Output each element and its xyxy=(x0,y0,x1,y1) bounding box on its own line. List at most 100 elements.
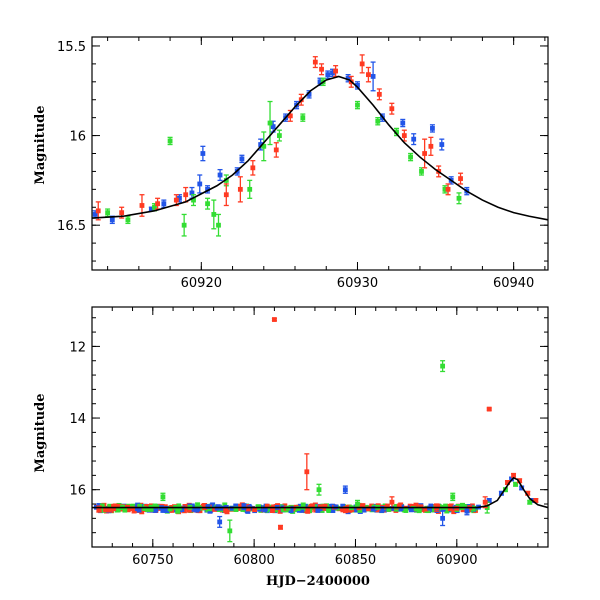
baseline-point xyxy=(122,507,128,513)
plot-frame xyxy=(91,306,549,548)
baseline-point xyxy=(264,503,270,509)
baseline-point xyxy=(470,506,476,512)
baseline-point xyxy=(125,507,131,513)
data-point-series-0 xyxy=(217,168,223,182)
data-point-series-1 xyxy=(354,100,360,110)
data-point-series-2 xyxy=(359,54,365,74)
baseline-point xyxy=(130,506,135,512)
data-point-series-0 xyxy=(429,124,435,133)
baseline-point xyxy=(295,506,301,511)
baseline-point xyxy=(136,507,142,513)
data-point-series-1 xyxy=(440,360,446,373)
baseline-point xyxy=(299,507,305,513)
data-point-series-1 xyxy=(181,213,187,237)
data-point-series-1 xyxy=(442,185,448,194)
baseline-point xyxy=(233,506,239,512)
baseline-point xyxy=(262,507,268,513)
data-point-series-0 xyxy=(239,154,245,164)
baseline-point xyxy=(398,506,404,511)
data-point-series-0 xyxy=(258,138,264,151)
data-point-series-1 xyxy=(450,492,456,502)
data-point-series-2 xyxy=(312,56,318,69)
data-point-series-1 xyxy=(456,192,462,205)
y-tick-label: 16 xyxy=(69,130,86,145)
data-point-series-2 xyxy=(428,136,434,156)
y-tick-label: 15.5 xyxy=(57,40,86,55)
data-point-series-1 xyxy=(300,113,306,122)
data-point-series-1 xyxy=(105,208,111,217)
y-tick-label: 16 xyxy=(69,484,86,499)
baseline-point xyxy=(269,505,275,514)
baseline-point xyxy=(326,506,331,512)
baseline-point xyxy=(233,503,239,509)
data-point-series-0 xyxy=(217,515,223,528)
data-point-series-1 xyxy=(408,152,414,162)
data-point-series-0 xyxy=(161,199,167,208)
baseline-point xyxy=(115,507,121,513)
data-point-series-1 xyxy=(191,194,197,207)
x-tick-label: 60900 xyxy=(436,553,477,568)
top-y-axis-label: Magnitude xyxy=(33,105,48,184)
baseline-point xyxy=(347,507,353,513)
baseline-point xyxy=(152,508,158,513)
data-point-series-1 xyxy=(160,492,166,502)
model-curve xyxy=(92,75,548,221)
baseline-point xyxy=(281,507,286,513)
baseline-point xyxy=(103,507,108,513)
data-point-series-2 xyxy=(95,201,101,221)
baseline-point xyxy=(245,506,251,512)
baseline-point xyxy=(310,503,315,509)
plot-area xyxy=(92,54,548,237)
baseline-point xyxy=(403,508,409,513)
data-point-series-0 xyxy=(205,185,211,194)
data-point-series-2 xyxy=(304,453,310,491)
baseline-point xyxy=(418,504,424,510)
baseline-point xyxy=(142,506,148,512)
baseline-point xyxy=(385,503,390,509)
data-point-series-2 xyxy=(271,317,277,322)
data-point-series-2 xyxy=(422,138,428,169)
baseline-point xyxy=(137,503,143,509)
data-point-series-0 xyxy=(370,61,376,92)
data-point-series-1 xyxy=(211,199,217,230)
data-point-series-0 xyxy=(325,70,331,79)
data-point-series-1 xyxy=(316,483,322,496)
x-tick-label: 60750 xyxy=(132,553,173,568)
baseline-point xyxy=(241,503,247,511)
y-tick-label: 12 xyxy=(69,340,86,355)
y-tick-label: 16.5 xyxy=(57,219,86,234)
data-point-series-1 xyxy=(513,481,519,487)
plot-frame xyxy=(91,36,549,271)
data-point-series-2 xyxy=(273,142,279,158)
baseline-point xyxy=(99,507,105,513)
data-point-series-2 xyxy=(223,183,229,207)
data-point-series-2 xyxy=(277,524,283,530)
data-point-series-0 xyxy=(200,145,206,162)
baseline-point xyxy=(244,504,250,509)
data-point-series-1 xyxy=(125,215,131,225)
data-point-series-0 xyxy=(197,174,203,194)
data-point-series-1 xyxy=(215,213,221,237)
baseline-point xyxy=(354,507,359,513)
baseline-point xyxy=(340,503,346,509)
baseline-point xyxy=(223,508,229,514)
data-point-series-2 xyxy=(365,66,371,83)
baseline-point xyxy=(340,507,346,513)
x-tick-label: 60920 xyxy=(181,276,222,291)
bottom-light-curve-panel: 60750 60800 60850 60900 12 14 16 xyxy=(69,306,549,568)
baseline-point xyxy=(394,503,400,509)
baseline-point xyxy=(99,503,105,509)
baseline-point xyxy=(182,508,187,514)
data-point-series-2 xyxy=(445,183,451,196)
baseline-point xyxy=(186,507,192,513)
baseline-point xyxy=(414,506,420,512)
plot-area xyxy=(92,317,548,543)
data-point-series-1 xyxy=(227,519,233,543)
model-curve xyxy=(92,476,548,509)
baseline-point xyxy=(195,506,201,512)
data-point-series-2 xyxy=(237,176,243,203)
bottom-y-axis-label: Magnitude xyxy=(33,393,48,472)
baseline-point xyxy=(386,507,392,512)
data-point-series-2 xyxy=(319,63,325,76)
